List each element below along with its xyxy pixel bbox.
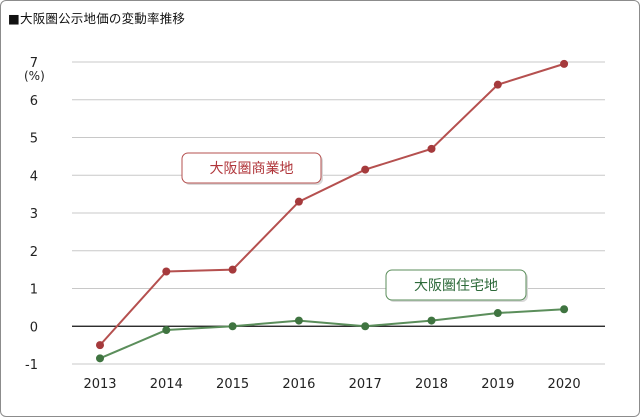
x-tick-label: 2014 bbox=[150, 377, 183, 392]
data-point bbox=[162, 267, 171, 276]
y-tick-label: 6 bbox=[30, 94, 38, 109]
data-point bbox=[361, 165, 370, 174]
label-box bbox=[181, 152, 322, 184]
grid-lines bbox=[72, 61, 605, 365]
data-point bbox=[96, 341, 104, 350]
series-layer bbox=[96, 59, 569, 363]
data-point bbox=[294, 316, 303, 325]
x-tick-label: 2019 bbox=[481, 377, 514, 392]
x-tick-label: 2015 bbox=[216, 377, 249, 392]
y-tick-label: 1 bbox=[30, 283, 38, 298]
x-tick-label: 2018 bbox=[415, 377, 448, 392]
x-tick-label: 2020 bbox=[548, 377, 581, 392]
data-point bbox=[427, 144, 436, 153]
data-point bbox=[294, 197, 303, 206]
series-line-commercial bbox=[99, 62, 565, 346]
y-tick-label: 7 bbox=[30, 56, 38, 71]
y-tick-label: 4 bbox=[30, 169, 38, 184]
x-tick-label: 2016 bbox=[282, 377, 315, 392]
x-axis: 2013 2014 2015 2016 2017 2018 2019 2020 bbox=[83, 377, 580, 392]
data-point bbox=[560, 59, 569, 68]
y-unit-label: (%) bbox=[24, 69, 45, 83]
x-tick-label: 2017 bbox=[349, 377, 382, 392]
data-point bbox=[560, 305, 569, 314]
series-name: 大阪圏商業地 bbox=[210, 161, 294, 177]
y-tick-label: -1 bbox=[25, 358, 38, 373]
data-point bbox=[493, 80, 502, 89]
label-residential: 大阪圏住宅地 bbox=[385, 269, 528, 302]
series-line-residential bbox=[99, 308, 565, 360]
y-tick-label: 2 bbox=[30, 245, 38, 260]
data-point bbox=[228, 322, 237, 331]
data-point bbox=[493, 309, 502, 318]
label-commercial: 大阪圏商業地 bbox=[181, 152, 323, 185]
y-axis: 7 6 5 4 3 2 1 0 -1 (%) bbox=[24, 56, 45, 373]
label-box bbox=[385, 269, 527, 301]
series-name: 大阪圏住宅地 bbox=[414, 278, 498, 294]
data-point bbox=[427, 316, 436, 325]
y-tick-label: 0 bbox=[30, 320, 38, 335]
x-tick-label: 2013 bbox=[83, 377, 116, 392]
data-point bbox=[228, 265, 237, 274]
data-point bbox=[162, 326, 171, 335]
data-point bbox=[96, 354, 104, 363]
data-point bbox=[361, 322, 370, 331]
chart-title: ■大阪圏公示地価の変動率推移 bbox=[8, 11, 186, 26]
y-tick-label: 5 bbox=[30, 132, 38, 147]
y-tick-label: 3 bbox=[30, 207, 38, 222]
